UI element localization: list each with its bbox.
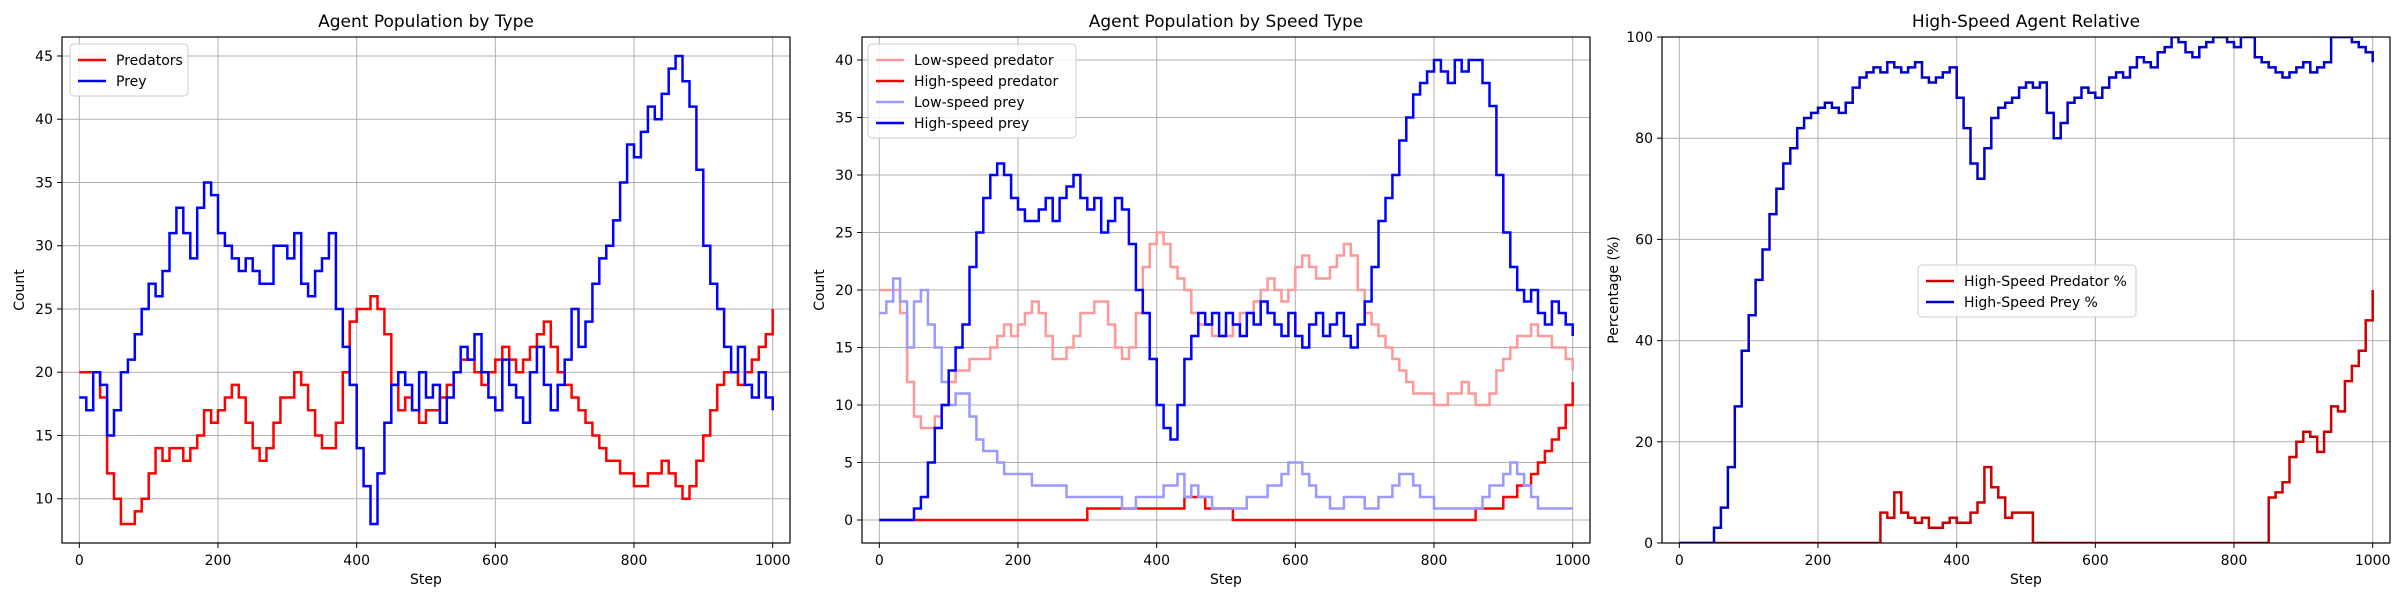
- y-tick-label: 60: [1635, 232, 1653, 248]
- y-tick-label: 100: [1626, 30, 1653, 46]
- legend: Low-speed predator High-speed predator Low…: [867, 43, 1077, 139]
- x-tick-label: 600: [482, 553, 509, 569]
- chart-title: High-Speed Agent Relative: [1912, 12, 2140, 32]
- y-tick-label: 15: [35, 428, 53, 444]
- y-axis-label: Percentage (%): [1606, 236, 1622, 343]
- series-line-high-speed-prey: [1679, 37, 2374, 543]
- y-tick-label: 35: [835, 111, 853, 127]
- y-tick-label: 40: [35, 112, 53, 128]
- x-axis-label: Step: [2010, 572, 2042, 588]
- legend: Predators Prey: [69, 43, 189, 97]
- y-tick-label: 10: [835, 398, 853, 414]
- x-tick-label: 200: [205, 553, 232, 569]
- plot-frame: [1661, 36, 2391, 544]
- legend: High-Speed Predator % High-Speed Prey %: [1917, 264, 2137, 318]
- legend-label-high-speed-prey: High-speed prey: [914, 116, 1029, 132]
- y-tick-label: 25: [35, 302, 53, 318]
- x-tick-label: 400: [343, 553, 370, 569]
- legend-box: [69, 43, 189, 97]
- y-tick-label: 40: [835, 53, 853, 69]
- y-tick-label: 20: [35, 365, 53, 381]
- legend-label-prey: Prey: [116, 74, 147, 90]
- y-tick-label: 30: [835, 168, 853, 184]
- y-tick-label: 30: [35, 239, 53, 255]
- x-tick-label: 800: [1421, 553, 1448, 569]
- legend-box: [867, 43, 1077, 139]
- x-tick-label: 1000: [2355, 553, 2391, 569]
- chart-title: Agent Population by Type: [318, 12, 534, 32]
- y-tick-label: 80: [1635, 131, 1653, 147]
- plot-frame: [61, 36, 791, 544]
- x-tick-label: 0: [875, 553, 884, 569]
- y-tick-label: 5: [844, 456, 853, 472]
- y-tick-label: 45: [35, 49, 53, 65]
- series-line-prey: [79, 54, 774, 526]
- y-tick-label: 0: [844, 513, 853, 529]
- y-tick-label: 35: [35, 175, 53, 191]
- chart-agent-population-by-speed-type: 0 200 400 600 800 1000 0 5 10 15 20 25 30 35 40 Agent P…: [812, 12, 1591, 588]
- series-line-low-speed-prey: [879, 277, 1573, 510]
- x-tick-label: 800: [2221, 553, 2248, 569]
- x-tick-label: 800: [621, 553, 648, 569]
- chart-title: Agent Population by Speed Type: [1089, 12, 1363, 32]
- legend-label-low-speed-predator: Low-speed predator: [914, 53, 1054, 69]
- y-tick-label: 0: [1644, 536, 1653, 552]
- series-line-low-speed-predator: [879, 231, 1574, 430]
- x-tick-label: 200: [1805, 553, 1832, 569]
- chart-high-speed-agent-relative: 0 200 400 600 800 1000 0 20 40 60 80 100 High-Speed …: [1606, 12, 2391, 588]
- y-tick-label: 40: [1635, 334, 1653, 350]
- y-tick-label: 15: [835, 341, 853, 357]
- x-tick-label: 1000: [1555, 553, 1591, 569]
- legend-label-high-speed-predator: High-speed predator: [914, 74, 1058, 90]
- y-tick-label: 20: [1635, 435, 1653, 451]
- x-tick-label: 600: [1282, 553, 1309, 569]
- x-tick-label: 200: [1005, 553, 1032, 569]
- series-line-predators: [79, 295, 774, 526]
- x-tick-label: 0: [75, 553, 84, 569]
- x-axis-label: Step: [1210, 572, 1242, 588]
- x-tick-label: 400: [1143, 553, 1170, 569]
- x-tick-label: 400: [1943, 553, 1970, 569]
- legend-label-high-speed-prey: High-Speed Prey %: [1964, 295, 2098, 311]
- x-tick-label: 1000: [755, 553, 791, 569]
- x-tick-label: 0: [1675, 553, 1684, 569]
- y-axis-label: Count: [812, 269, 828, 311]
- legend-label-high-speed-predator: High-Speed Predator %: [1964, 274, 2127, 290]
- y-tick-label: 25: [835, 226, 853, 242]
- y-tick-label: 10: [35, 492, 53, 508]
- y-axis-label: Count: [12, 269, 28, 311]
- x-tick-label: 600: [2082, 553, 2109, 569]
- legend-label-predators: Predators: [116, 53, 183, 69]
- legend-box: [1917, 264, 2137, 318]
- y-tick-label: 20: [835, 283, 853, 299]
- series-line-high-speed-predator: [1679, 290, 2374, 543]
- legend-label-low-speed-prey: Low-speed prey: [914, 95, 1025, 111]
- series-line-high-speed-prey: [879, 58, 1574, 522]
- chart-agent-population-by-type: 0 200 400 600 800 1000 10 15 20 25 30 35 40 45 Agent P…: [12, 12, 791, 588]
- x-axis-label: Step: [410, 572, 442, 588]
